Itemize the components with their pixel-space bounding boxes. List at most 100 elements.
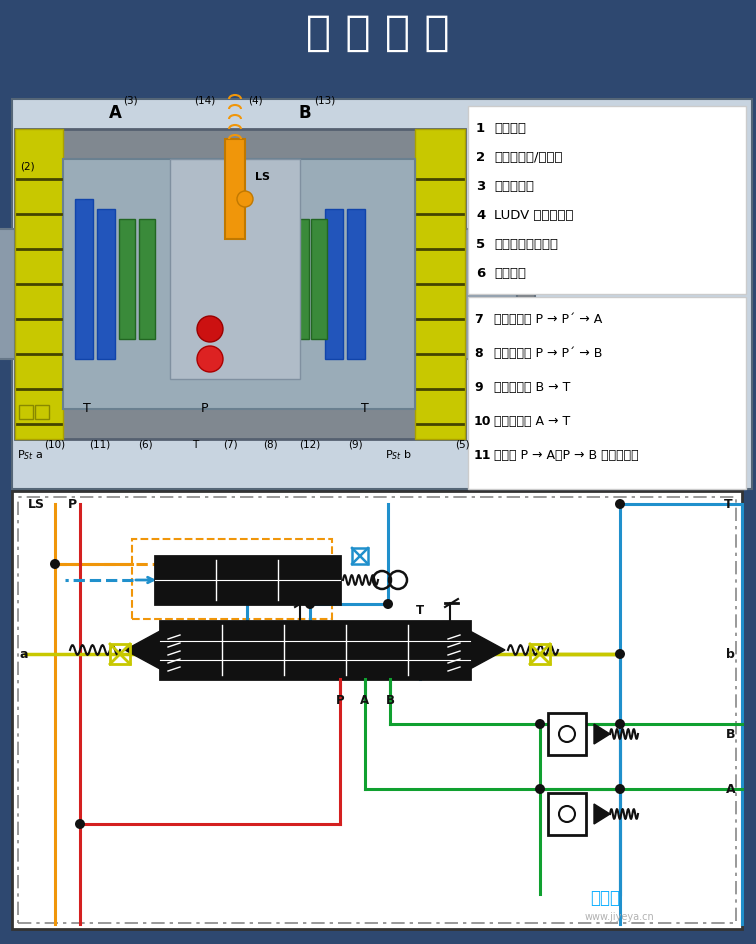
Text: 出口节流孔 B → T: 出口节流孔 B → T [494,381,570,394]
Text: (2): (2) [20,161,35,172]
Bar [352,548,368,565]
Text: B: B [726,728,736,741]
Text: (7): (7) [223,440,237,449]
Text: P: P [336,693,344,706]
Bar [465,229,517,360]
Bar [468,107,746,295]
Text: P$_{St}$ a: P$_{St}$ a [17,447,43,462]
Bar [468,297,746,490]
Bar [225,140,245,240]
Polygon shape [125,632,160,669]
Polygon shape [470,632,505,669]
Circle shape [197,316,223,343]
Bar [132,539,332,619]
Bar [170,160,300,379]
Text: 二次溢流阀/补油阀: 二次溢流阀/补油阀 [494,151,562,164]
Text: 先导压力缓冲梭阀: 先导压力缓冲梭阀 [494,238,558,251]
Polygon shape [594,804,610,824]
Circle shape [615,499,625,510]
Text: (14): (14) [194,96,215,106]
Text: T: T [192,440,198,449]
Text: A: A [361,693,370,706]
Bar [548,793,586,835]
Text: 负载保持阀: 负载保持阀 [494,180,534,194]
Circle shape [237,192,253,208]
Text: A: A [726,783,736,796]
Text: 详 情 介 绍: 详 情 介 绍 [306,12,450,54]
Bar [415,130,465,440]
Text: 2: 2 [476,151,485,164]
Text: A: A [109,104,122,122]
Text: LS: LS [28,498,45,511]
Circle shape [197,346,223,373]
Text: (12): (12) [299,440,321,449]
Bar [75,200,93,360]
Text: 10: 10 [474,415,491,428]
Bar [325,210,343,360]
Bar [12,492,742,929]
Text: 供油节流孔 P → P´ → A: 供油节流孔 P → P´ → A [494,313,603,327]
Text: (9): (9) [348,440,362,449]
Circle shape [305,599,315,610]
Bar [311,220,327,340]
Text: 爱液压: 爱液压 [590,888,620,906]
Text: (11): (11) [89,440,110,449]
Circle shape [305,560,315,569]
Bar [119,220,135,340]
Text: a: a [19,648,27,661]
Bar [139,220,155,340]
Text: LS: LS [255,172,270,182]
Bar [15,130,465,440]
Bar [155,556,340,604]
Text: P: P [68,498,77,511]
Text: 供油节流孔 P → P´ → B: 供油节流孔 P → P´ → B [494,347,603,360]
Text: 8: 8 [474,347,482,360]
Text: 换向槽 P → A（P → B 与之对应）: 换向槽 P → A（P → B 与之对应） [494,449,639,462]
Text: (4): (4) [248,96,262,106]
Text: 9: 9 [474,381,482,394]
Text: T: T [361,401,369,414]
Text: 出口节流孔 A → T: 出口节流孔 A → T [494,415,570,428]
Bar [35,406,49,419]
Text: www.jiyeya.cn: www.jiyeya.cn [585,911,655,921]
Circle shape [535,719,545,729]
Text: P$_{St}$ b: P$_{St}$ b [385,447,412,462]
Circle shape [50,560,60,569]
Text: T: T [416,603,424,616]
Text: 6: 6 [476,267,485,280]
Text: T: T [83,401,91,414]
Text: 1: 1 [476,123,485,135]
Circle shape [615,784,625,794]
Bar [12,100,752,490]
Bar [293,220,309,340]
Text: 5: 5 [476,238,485,251]
Circle shape [615,649,625,659]
Text: (10): (10) [45,440,66,449]
Bar [160,621,470,680]
Circle shape [615,719,625,729]
Circle shape [535,784,545,794]
Text: (5): (5) [455,440,469,449]
Bar [548,714,586,755]
Text: T: T [724,498,733,511]
Text: P: P [201,401,209,414]
Bar [0,229,15,360]
Circle shape [75,819,85,829]
Bar [19,406,33,419]
Bar [15,130,63,440]
Bar [110,645,130,665]
Bar [517,250,535,340]
Text: B: B [299,104,311,122]
Bar [63,160,415,410]
Bar [347,210,365,360]
Text: 控制阀芯: 控制阀芯 [494,267,526,280]
Polygon shape [594,724,610,744]
Text: b: b [726,648,735,661]
Text: B: B [386,693,395,706]
Text: 4: 4 [476,210,485,222]
Circle shape [383,599,393,610]
Bar [97,210,115,360]
Bar [530,645,550,665]
Bar [18,497,736,923]
Text: (13): (13) [314,96,336,106]
